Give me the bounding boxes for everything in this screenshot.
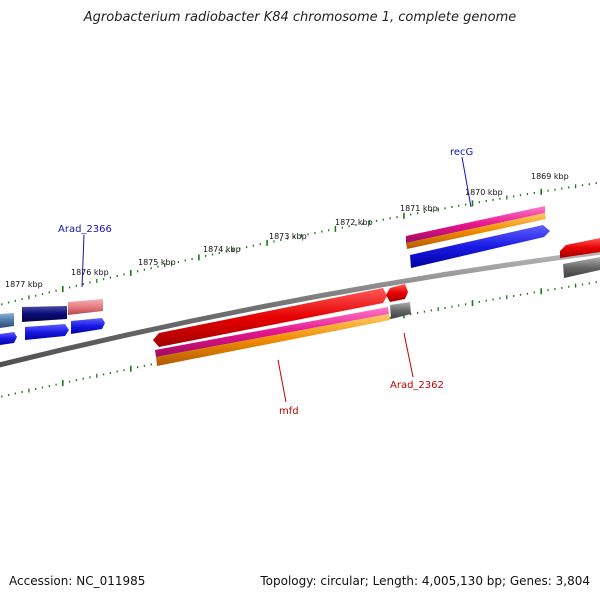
accession-text: Accession: NC_011985 [9, 574, 146, 588]
outer-ruler [1, 182, 597, 306]
feature-recg-blue[interactable] [410, 225, 550, 268]
feature-mfd-orange[interactable] [156, 314, 390, 366]
genome-backbone [0, 249, 600, 368]
kbp-label-1870: 1870 kbp [465, 188, 503, 197]
kbp-label-1871: 1871 kbp [400, 204, 438, 213]
feature-red-right[interactable] [560, 238, 600, 258]
reverse-features[interactable] [153, 284, 411, 366]
feature-mfd-red[interactable] [153, 288, 387, 347]
leader-mfd [277, 359, 287, 403]
feature-small-red[interactable] [386, 284, 408, 302]
feature-steel-left[interactable] [0, 313, 14, 328]
feature-recg-orange[interactable] [406, 213, 546, 249]
kbp-label-1876: 1876 kbp [71, 268, 109, 277]
leader-arad2362 [403, 332, 414, 378]
feature-arad2362-gray[interactable] [390, 302, 411, 319]
map-title: Agrobacterium radiobacter K84 chromosome… [83, 10, 517, 25]
feature-blue-cds-1[interactable] [25, 324, 69, 340]
feature-pink[interactable] [68, 299, 103, 315]
summary-text: Topology: circular; Length: 4,005,130 bp… [260, 574, 590, 588]
kbp-labels: 1877 kbp 1876 kbp 1875 kbp 1874 kbp 1873… [5, 172, 569, 289]
kbp-label-1873: 1873 kbp [269, 232, 307, 241]
gene-label-recg[interactable]: recG [450, 147, 473, 158]
feature-blue-cds-2[interactable] [71, 318, 105, 334]
feature-recg-magenta[interactable] [406, 206, 545, 243]
feature-navy[interactable] [22, 306, 67, 322]
leader-arad2366 [81, 234, 85, 288]
kbp-label-1877: 1877 kbp [5, 280, 43, 289]
forward-features[interactable] [0, 206, 600, 345]
kbp-label-1872: 1872 kbp [335, 218, 373, 227]
kbp-label-1875: 1875 kbp [138, 258, 176, 267]
feature-gray-right[interactable] [563, 257, 600, 278]
kbp-label-1869: 1869 kbp [531, 172, 569, 181]
kbp-label-1874: 1874 kbp [203, 245, 241, 254]
feature-blue-left-edge[interactable] [0, 332, 17, 345]
leader-recg [461, 156, 472, 208]
feature-mfd-magenta[interactable] [155, 307, 389, 357]
gene-label-arad2362[interactable]: Arad_2362 [390, 380, 444, 391]
gene-label-arad2366[interactable]: Arad_2366 [58, 224, 112, 235]
gene-label-mfd[interactable]: mfd [279, 406, 299, 417]
